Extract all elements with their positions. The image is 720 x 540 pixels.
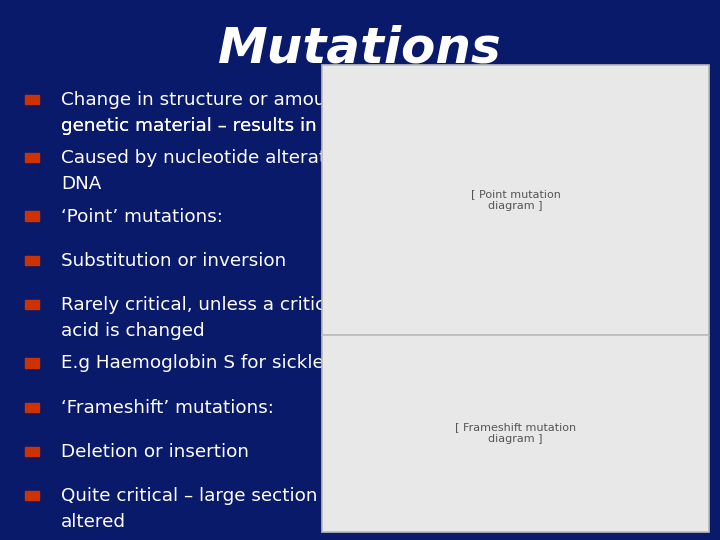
Text: [ Point mutation
diagram ]: [ Point mutation diagram ]: [471, 189, 560, 211]
Bar: [25, 212, 39, 221]
Text: Deletion or insertion: Deletion or insertion: [61, 443, 249, 461]
Text: genetic material – results in a mutant: genetic material – results in a mutant: [61, 117, 407, 135]
Text: acid is changed: acid is changed: [61, 322, 204, 340]
Text: ‘Point’ mutations:: ‘Point’ mutations:: [61, 207, 223, 226]
Text: DNA: DNA: [61, 175, 102, 193]
Text: genetic material – results in a: genetic material – results in a: [61, 117, 340, 135]
Text: Change in structure or amount of: Change in structure or amount of: [61, 91, 368, 109]
Text: Rarely critical, unless a critical amino: Rarely critical, unless a critical amino: [61, 296, 405, 314]
Bar: [25, 359, 39, 368]
FancyBboxPatch shape: [322, 65, 709, 335]
FancyBboxPatch shape: [322, 335, 709, 532]
Text: altered: altered: [61, 513, 126, 531]
Bar: [25, 95, 39, 104]
Bar: [25, 491, 39, 501]
Text: genetic material – results in a mutant: genetic material – results in a mutant: [61, 117, 407, 135]
Text: Caused by nucleotide alterations in: Caused by nucleotide alterations in: [61, 149, 387, 167]
Text: Mutations: Mutations: [218, 24, 502, 72]
Text: Quite critical – large section of DNA: Quite critical – large section of DNA: [61, 487, 387, 505]
Bar: [25, 447, 39, 456]
Text: [ Frameshift mutation
diagram ]: [ Frameshift mutation diagram ]: [455, 422, 576, 444]
Text: ‘Frameshift’ mutations:: ‘Frameshift’ mutations:: [61, 399, 274, 417]
Bar: [25, 153, 39, 163]
Bar: [25, 300, 39, 309]
Text: Substitution or inversion: Substitution or inversion: [61, 252, 287, 270]
Bar: [25, 256, 39, 265]
Bar: [25, 403, 39, 412]
Text: E.g Haemoglobin S for sickle cell: E.g Haemoglobin S for sickle cell: [61, 354, 361, 373]
